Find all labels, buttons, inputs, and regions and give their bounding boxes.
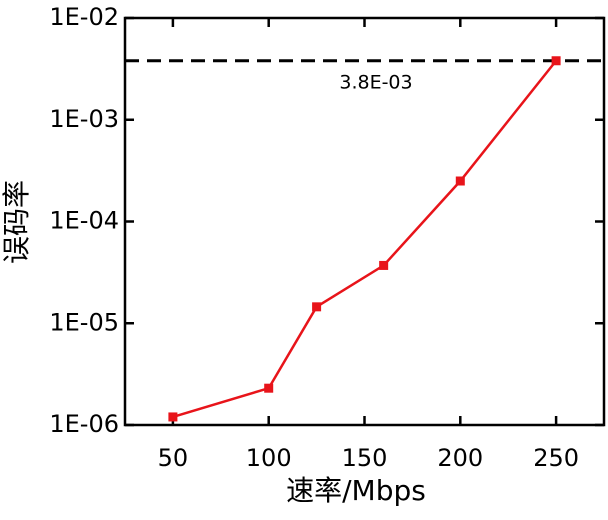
x-tick-label: 150 — [342, 444, 388, 472]
x-axis-label: 速率/Mbps — [286, 474, 426, 507]
point — [551, 56, 561, 66]
y-tick-label: 1E-02 — [49, 3, 119, 31]
point — [312, 302, 322, 312]
x-tick-label: 250 — [533, 444, 579, 472]
series-line — [172, 59, 558, 419]
x-tick-label: 200 — [437, 444, 483, 472]
y-tick-label: 1E-03 — [49, 105, 119, 133]
x-tick-label: 100 — [246, 444, 292, 472]
x-tick-label: 50 — [158, 444, 189, 472]
point — [379, 260, 389, 270]
y-tick-label: 1E-05 — [49, 308, 119, 336]
y-axis-label: 误码率 — [0, 180, 33, 264]
threshold-label: 3.8E-03 — [339, 71, 412, 93]
point — [168, 412, 178, 422]
y-tick-label: 1E-04 — [49, 207, 119, 235]
point — [264, 383, 274, 393]
point — [455, 176, 465, 186]
y-tick-label: 1E-06 — [49, 410, 119, 438]
